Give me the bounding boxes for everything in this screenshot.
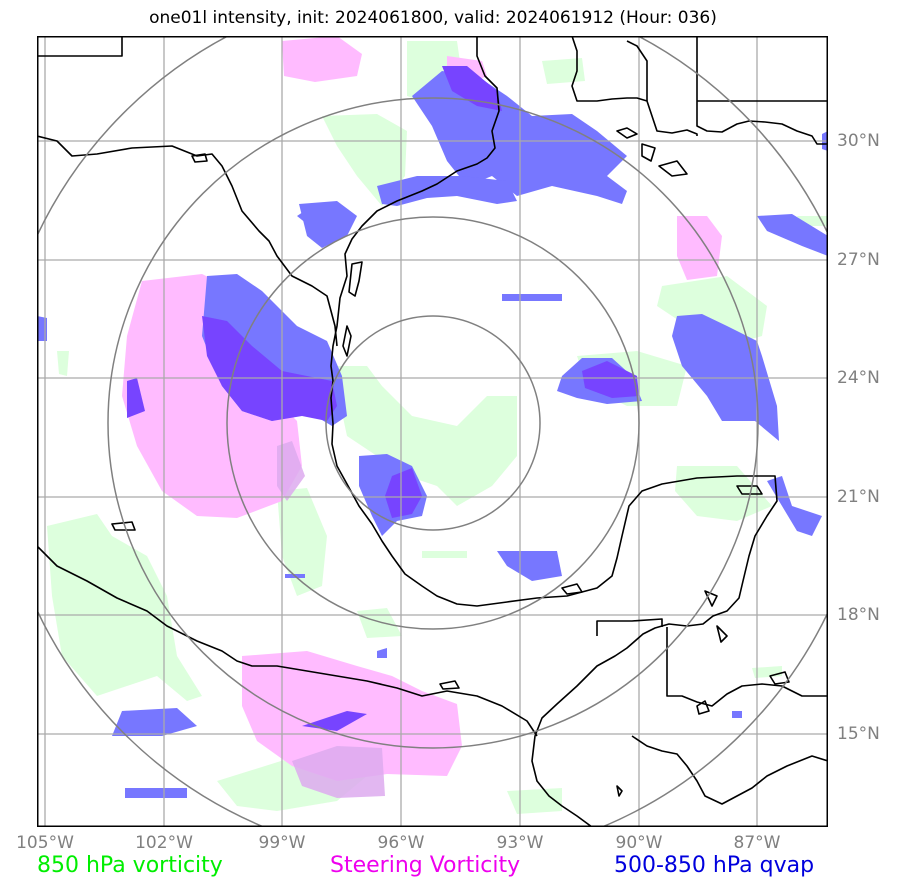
lat-tick-label: 27°N xyxy=(837,250,880,270)
legend-steering-vorticity: Steering Vorticity xyxy=(330,853,521,878)
lat-tick-label: 18°N xyxy=(837,605,880,625)
lat-tick-label: 24°N xyxy=(837,368,880,388)
map-border xyxy=(37,36,828,827)
legend-850-vorticity: 850 hPa vorticity xyxy=(37,853,223,878)
lon-tick-label: 102°W xyxy=(135,833,193,853)
lon-tick-label: 99°W xyxy=(258,833,306,853)
lat-tick-label: 30°N xyxy=(837,131,880,151)
range-rings xyxy=(37,36,828,827)
overlap-fill xyxy=(127,66,639,731)
map-panel xyxy=(37,36,828,827)
lon-tick-label: 96°W xyxy=(377,833,425,853)
coastlines xyxy=(37,36,828,827)
lat-tick-label: 21°N xyxy=(837,487,880,507)
lon-tick-label: 105°W xyxy=(16,833,74,853)
legend-qvap: 500-850 hPa qvap xyxy=(614,853,815,878)
graticule xyxy=(37,36,828,827)
lon-tick-label: 90°W xyxy=(615,833,663,853)
plot-title: one01l intensity, init: 2024061800, vali… xyxy=(149,8,717,28)
lat-tick-label: 15°N xyxy=(837,724,880,744)
overlap-fill-soft xyxy=(277,441,385,798)
lon-tick-label: 87°W xyxy=(733,833,781,853)
lon-tick-label: 93°W xyxy=(496,833,544,853)
